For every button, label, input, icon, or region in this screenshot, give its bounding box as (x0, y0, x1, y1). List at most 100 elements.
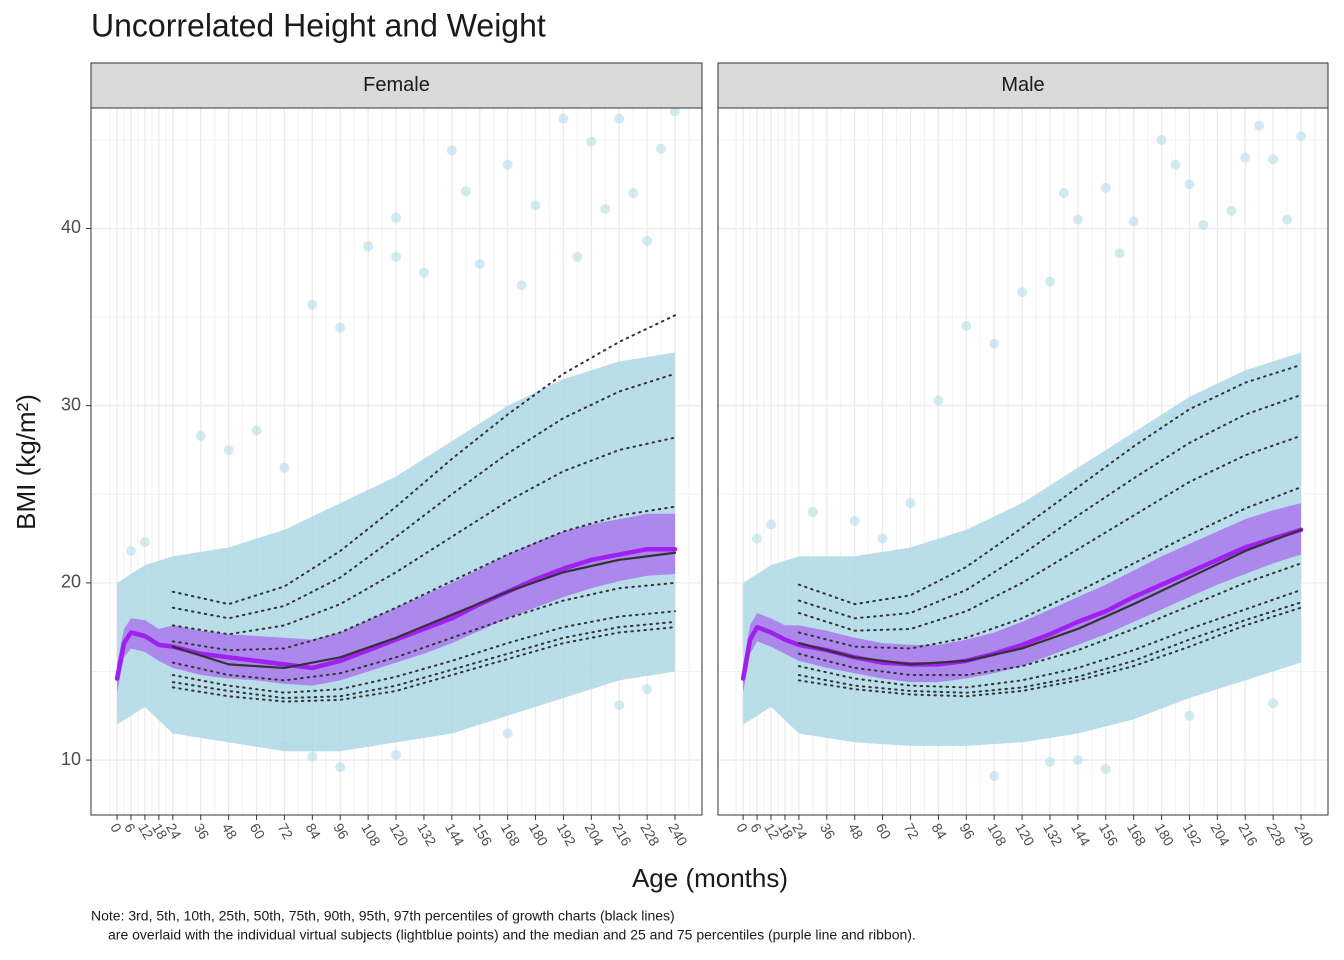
note: Note: 3rd, 5th, 10th, 25th, 50th, 75th, … (91, 908, 675, 924)
facet-label: Female (363, 74, 430, 96)
point (391, 212, 402, 223)
point (849, 515, 860, 526)
point (1156, 134, 1167, 145)
point (642, 684, 653, 695)
x-tick-label: 240 (1291, 820, 1317, 848)
x-tick-label: 18 (775, 820, 797, 842)
point (766, 519, 777, 530)
point (1268, 154, 1279, 165)
median-line (114, 546, 678, 681)
percentile-line (797, 601, 1303, 694)
x-tick-label: 240 (665, 820, 691, 848)
point (572, 251, 583, 262)
chart-title: Uncorrelated Height and Weight (91, 7, 546, 43)
point (1282, 214, 1293, 225)
x-tick-label: 120 (1012, 820, 1038, 848)
panel-border (717, 107, 1329, 816)
x-tick-label: 192 (1180, 820, 1206, 848)
point (558, 113, 569, 124)
x-tick-label: 132 (1040, 820, 1066, 848)
point (600, 204, 611, 214)
point (1170, 159, 1181, 170)
x-tick-label: 216 (609, 820, 635, 848)
percentile-line (171, 620, 677, 700)
point (474, 258, 485, 269)
x-tick-label: 108 (358, 820, 384, 848)
point (530, 200, 541, 211)
x-tick-label: 96 (330, 820, 352, 842)
x-tick-label: 120 (386, 820, 412, 848)
point (1100, 182, 1111, 193)
x-tick-label: 156 (1096, 820, 1122, 848)
point (195, 430, 206, 441)
point (905, 498, 916, 509)
point (446, 145, 457, 156)
point (961, 320, 972, 331)
x-tick-label: 228 (637, 820, 663, 848)
point (460, 186, 471, 197)
x-tick-label: 216 (1235, 820, 1261, 848)
point (1240, 152, 1251, 163)
point (391, 749, 402, 760)
point (1100, 763, 1111, 774)
percentile-line (797, 394, 1303, 620)
x-tick-label: 60 (873, 820, 895, 842)
point (363, 241, 374, 252)
x-tick-label: 72 (901, 820, 923, 842)
x-tick-label: 168 (1124, 820, 1150, 848)
x-tick-label: 36 (191, 820, 213, 842)
point (1198, 219, 1209, 230)
point (1044, 276, 1055, 287)
percentile-line (171, 314, 677, 606)
y-tick-label: 30 (61, 394, 81, 414)
point (307, 751, 318, 762)
point (670, 108, 681, 117)
y-tick-label: 10 (61, 749, 81, 769)
x-tick-label: 96 (956, 820, 978, 842)
y-axis-title: BMI (kg/m²) (11, 394, 41, 530)
point (335, 322, 346, 333)
point (1254, 120, 1265, 131)
note: are overlaid with the individual virtual… (108, 927, 916, 943)
point (1044, 756, 1055, 767)
x-tick-label: 12 (761, 820, 783, 842)
point (807, 507, 818, 517)
point (418, 267, 429, 278)
x-tick-label: 12 (135, 820, 157, 842)
point (1184, 710, 1195, 721)
x-tick-label: 180 (526, 820, 552, 848)
x-axis-title: Age (months) (632, 863, 788, 893)
iqr-ribbon (117, 513, 676, 693)
x-tick-label: 228 (1263, 820, 1289, 848)
x-tick-label: 72 (275, 820, 297, 842)
y-tick-label: 20 (61, 572, 81, 592)
point (1058, 188, 1069, 199)
point (614, 113, 625, 124)
point (251, 425, 262, 436)
point (1268, 698, 1279, 709)
x-tick-label: 84 (929, 820, 951, 842)
x-tick-label: 180 (1152, 820, 1178, 848)
point (656, 143, 667, 154)
percentile-line (171, 551, 677, 670)
point (1114, 248, 1125, 259)
point (642, 235, 653, 246)
point (223, 444, 234, 455)
point (279, 462, 290, 473)
percentile-line (797, 588, 1303, 689)
point (628, 188, 639, 199)
x-tick-label: 204 (1208, 820, 1234, 848)
facet-label: Male (1001, 74, 1044, 96)
percentile-line (797, 434, 1303, 632)
y-tick-label: 40 (61, 217, 81, 237)
facet-strip (90, 62, 703, 109)
iqr-ribbon (743, 503, 1302, 693)
percentile-line (797, 528, 1303, 666)
point (1226, 205, 1237, 216)
percentile-line (797, 562, 1303, 677)
percentile-line (171, 626, 677, 703)
point (307, 299, 318, 310)
point (125, 545, 136, 556)
percentile-line (797, 606, 1303, 698)
